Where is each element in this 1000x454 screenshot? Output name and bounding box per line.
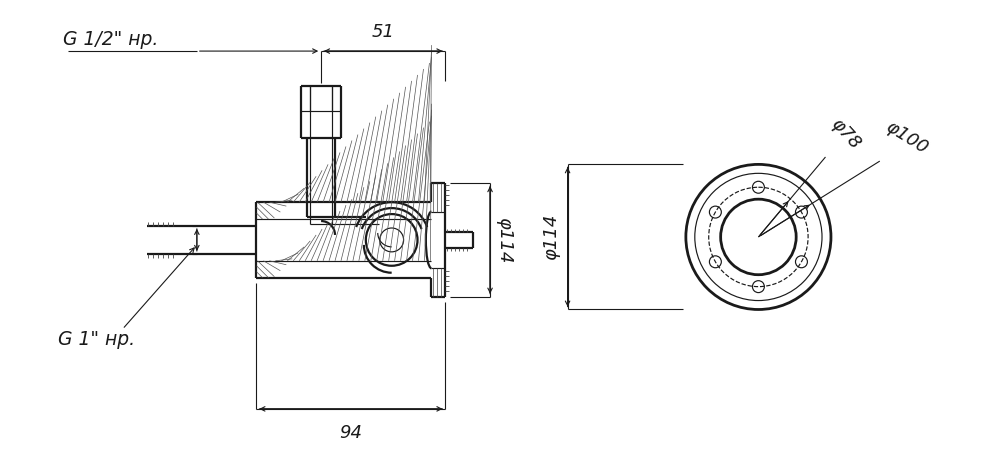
Bar xyxy=(256,261,431,278)
Text: φ114: φ114 xyxy=(495,217,513,263)
Text: φ100: φ100 xyxy=(882,117,931,157)
Text: G 1/2" нр.: G 1/2" нр. xyxy=(63,30,158,49)
Text: G 1" нр.: G 1" нр. xyxy=(58,330,135,349)
Bar xyxy=(256,202,431,219)
Text: 94: 94 xyxy=(339,424,362,442)
Text: φ78: φ78 xyxy=(827,115,864,153)
Text: φ114: φ114 xyxy=(542,214,560,260)
Text: 51: 51 xyxy=(372,23,395,41)
